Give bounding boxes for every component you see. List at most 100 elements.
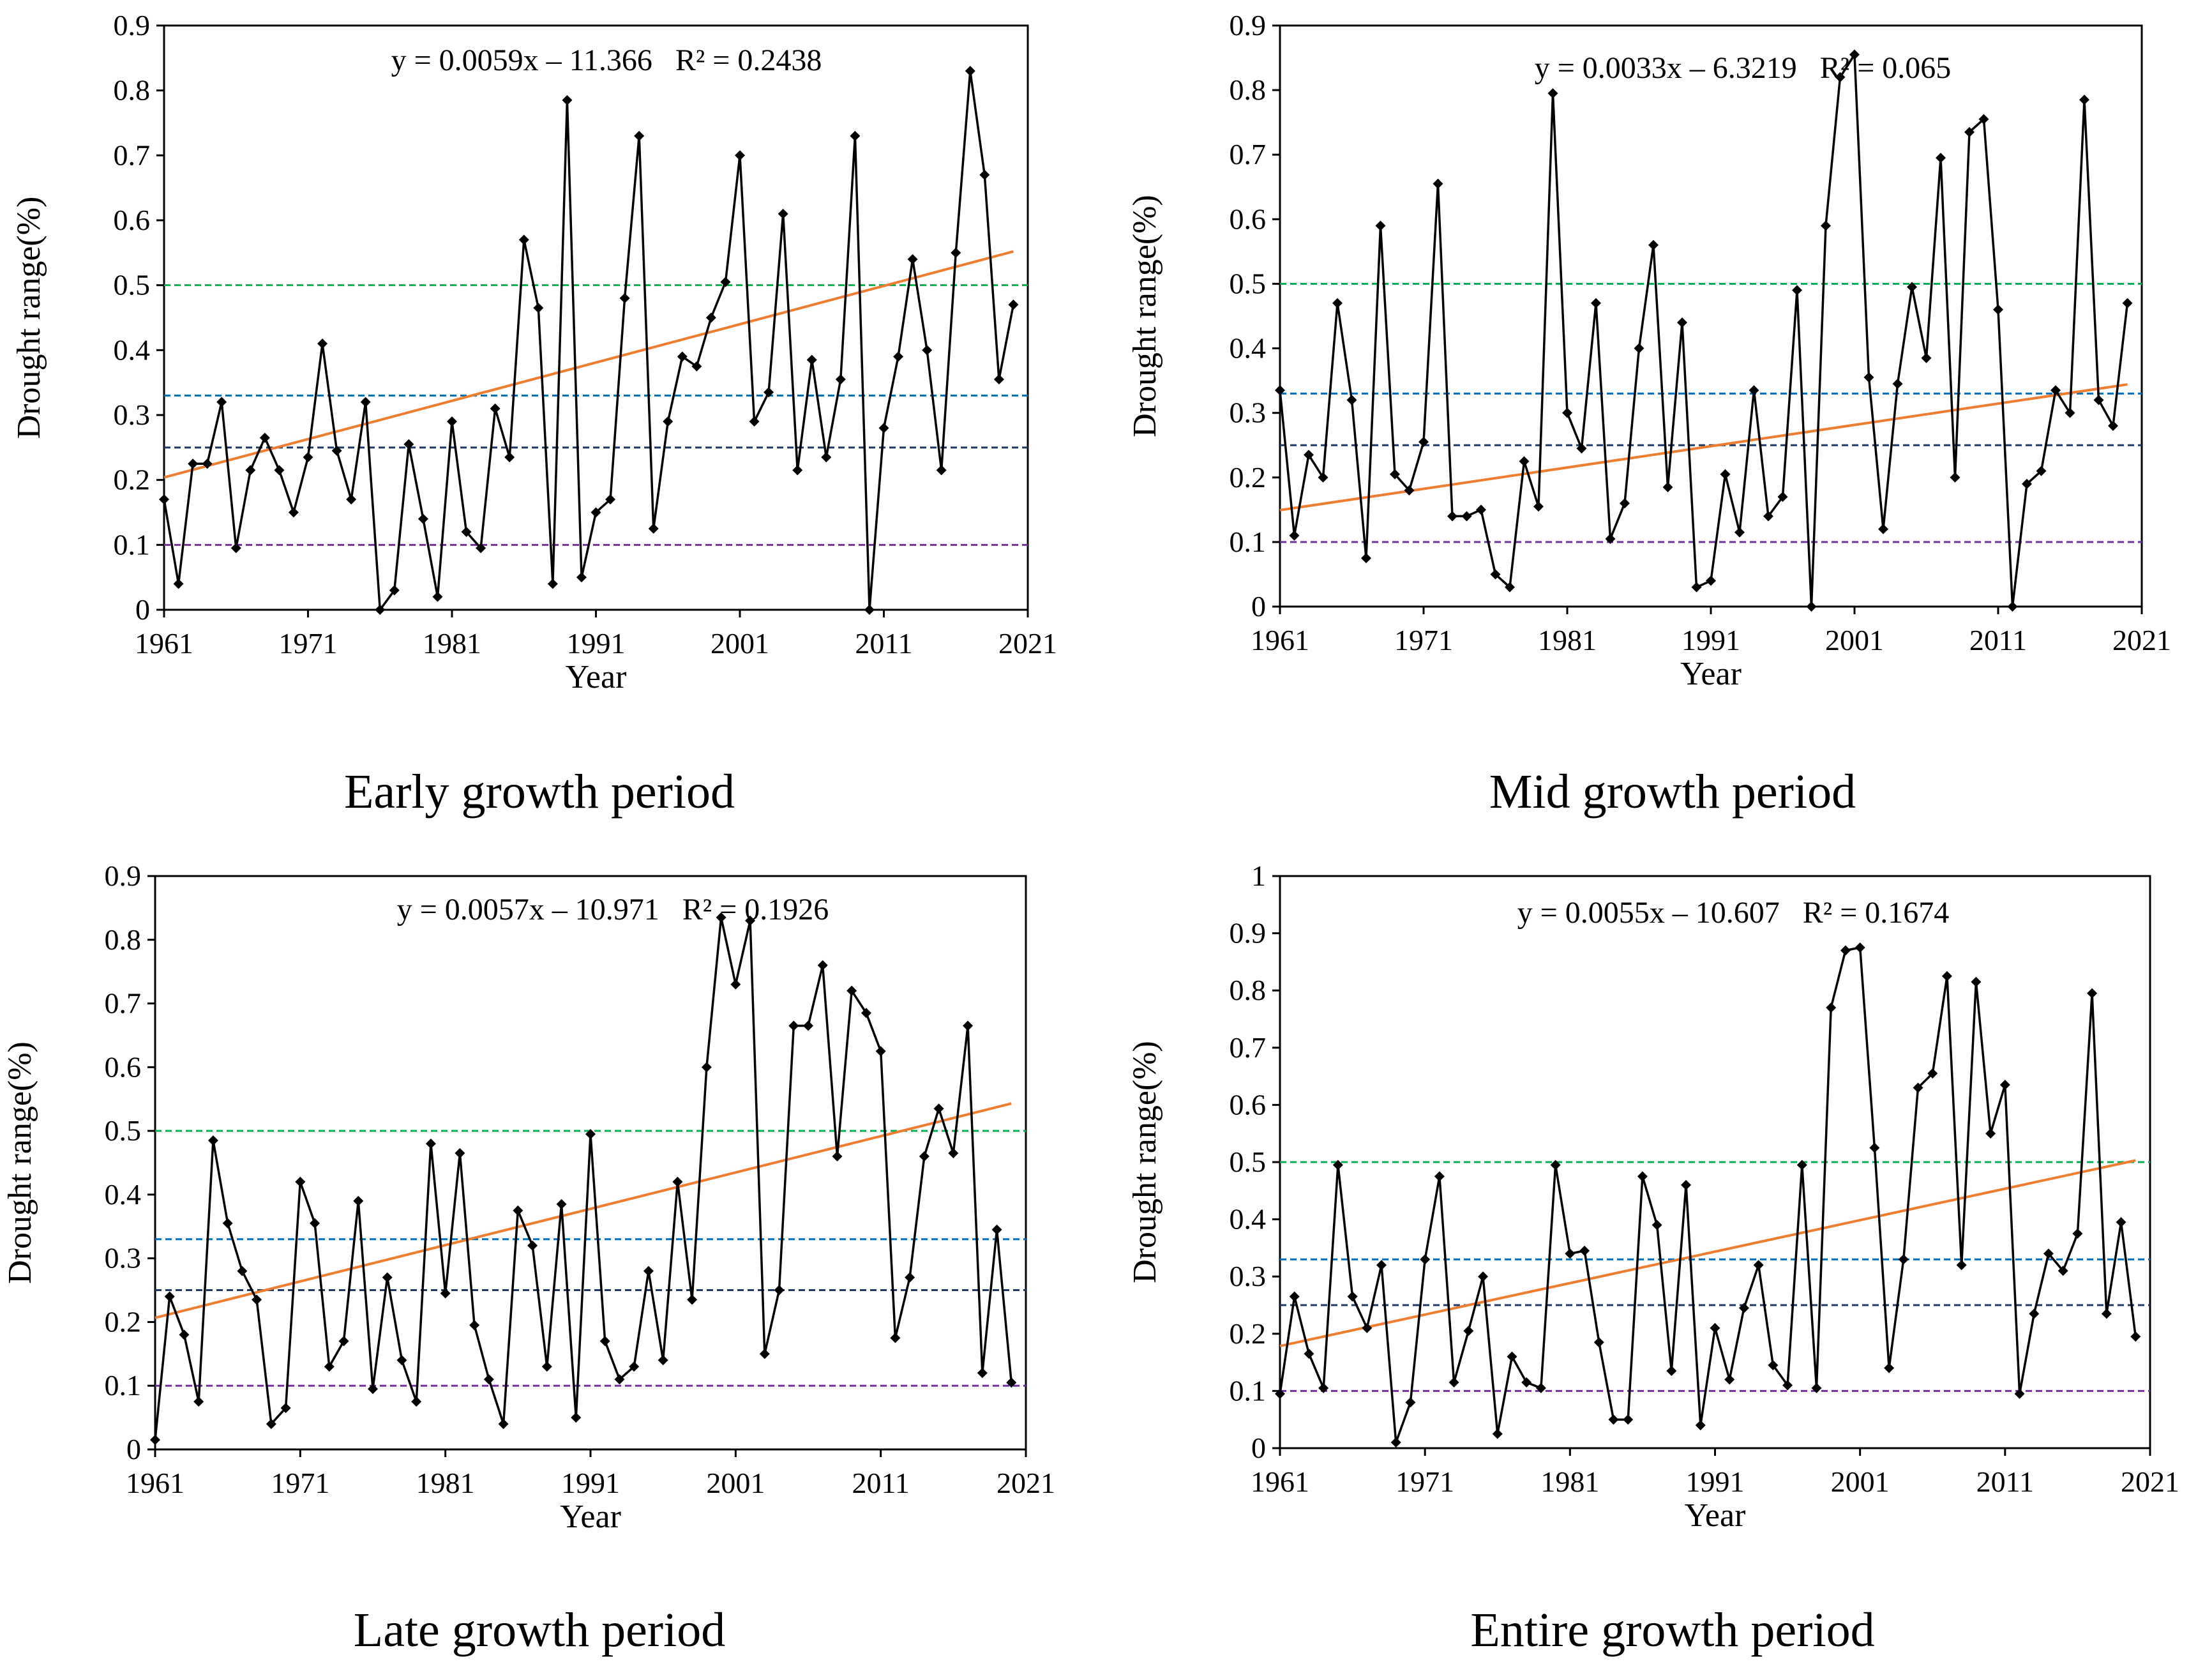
data-point [1950,472,1960,483]
y-tick-label: 0.9 [114,9,151,42]
panel-caption: Early growth period [344,765,735,819]
y-tick-label: 0.3 [105,1242,142,1274]
data-point [317,338,328,349]
data-point [1304,450,1314,460]
data-point [701,1062,712,1073]
chart-panel-2: 0 0.1 0.2 0.3 0.4 0.5 0.6 0.7 0.8 0.9 1961 1971 1981… [1127,9,2171,819]
x-axis-title: Year [1680,656,1742,692]
trend-line [1279,383,2128,511]
trend-line [163,250,1014,479]
data-point [619,293,630,303]
x-tick-label: 2011 [1976,1465,2034,1498]
data-point [875,1046,886,1057]
data-point [1792,285,1802,296]
data-point [1591,298,1601,308]
data-point [1826,1002,1837,1013]
x-tick-label: 1981 [416,1467,475,1499]
data-point [1550,1160,1561,1170]
data-point [1691,582,1702,593]
y-tick-label: 0.8 [1230,974,1267,1006]
trend-line [1279,1159,2136,1348]
data-point [432,591,443,602]
data-point [1677,317,1687,328]
data-point [418,513,428,524]
data-point [1749,385,1759,396]
x-tick-label: 1961 [1251,624,1309,656]
data-point [817,960,828,971]
data-point [1921,352,1932,363]
data-point [1878,524,1888,534]
data-point [1361,553,1371,564]
chart-panel-4: 0 0.1 0.2 0.3 0.4 0.5 0.6 0.7 0.8 0.9 1 1961 1971 198… [1127,859,2179,1657]
data-point [571,1412,582,1423]
data-point [230,543,241,554]
data-point [850,130,861,141]
data-point [1562,407,1572,418]
data-point [1662,481,1673,492]
data-point [963,1020,974,1031]
data-point [919,1151,929,1162]
data-point [735,150,745,161]
x-tick-label: 2001 [706,1467,765,1499]
data-point [1620,498,1630,509]
data-point [338,1336,349,1347]
data-point [1448,1377,1459,1387]
data-point [368,1384,378,1395]
data-point [1666,1366,1677,1377]
y-tick-label: 0 [135,593,150,626]
y-tick-label: 0.1 [114,528,151,561]
data-point [1849,49,1860,60]
data-point [878,423,889,434]
data-point [1964,126,1975,137]
data-point [490,403,500,414]
series-line [154,916,1013,1440]
data-point [1519,456,1530,467]
x-tick-label: 1971 [1396,1465,1454,1498]
data-point [907,254,918,264]
data-point [922,345,933,356]
data-point [2116,1217,2126,1228]
x-tick-label: 1981 [1538,624,1597,656]
data-point [2065,407,2075,418]
data-point [614,1374,625,1385]
data-point [687,1294,698,1305]
y-tick-label: 0.5 [1230,1146,1267,1178]
y-tick-label: 0.1 [1230,525,1267,558]
data-point [861,1008,871,1018]
data-point [576,572,587,583]
data-point [1648,239,1659,250]
data-point [1332,298,1343,308]
data-point [1318,472,1328,483]
data-point [1579,1245,1590,1256]
data-point [2014,1388,2025,1399]
data-point [2072,1229,2083,1239]
data-point [360,397,371,407]
data-point [1275,385,1285,396]
data-point [832,1151,843,1162]
data-point [1763,511,1773,522]
data-point [788,1020,799,1031]
data-point [2058,1266,2068,1276]
data-point [1855,942,1865,953]
data-point [469,1320,480,1331]
data-point [1999,1080,2010,1091]
data-point [375,605,386,615]
data-point [991,1224,1002,1235]
data-point [2036,465,2047,476]
data-point [541,1361,552,1372]
data-point [245,465,256,476]
data-point [1681,1179,1692,1190]
data-point [237,1266,248,1276]
data-point [1710,1322,1720,1333]
data-point [1390,1437,1401,1448]
data-point [1835,72,1846,82]
x-tick-label: 2021 [2121,1465,2179,1498]
data-point [2079,95,2089,105]
chart-panel-3: 0 0.1 0.2 0.3 0.4 0.5 0.6 0.7 0.8 0.9 1961 1971 1981… [2,859,1055,1657]
data-point [1907,282,1917,292]
data-point [1993,304,2003,315]
data-point [280,1403,291,1414]
data-point [705,312,716,323]
data-point [599,1336,610,1347]
panel-caption: Mid growth period [1489,765,1856,819]
